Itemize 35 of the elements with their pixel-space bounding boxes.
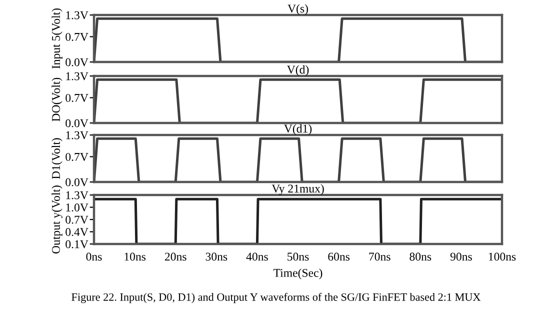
y-tick-label: 0.0V	[66, 58, 88, 66]
y-axis-title: Input 5(Volt)	[52, 8, 62, 69]
y-tick-label: 0.7V	[66, 216, 88, 224]
y-tick-label: 0.7V	[66, 32, 88, 41]
x-tick-label: 0ns	[86, 252, 102, 261]
y-axis-title: Output y(Volt)	[52, 186, 62, 254]
x-tick-label: 30ns	[206, 252, 228, 261]
y-tick-label: 0.7V	[66, 94, 88, 102]
y-axis-title: D1(Volt)	[52, 138, 62, 180]
x-tick-label: 80ns	[410, 252, 432, 261]
x-tick-label: 20ns	[164, 252, 186, 261]
y-tick-label: 0.0V	[66, 178, 88, 186]
chart-title: V(d)	[286, 65, 309, 76]
y-tick-label: 1.3V	[66, 72, 88, 80]
chart-title: V(s)	[288, 4, 308, 15]
x-tick-label: 70ns	[369, 252, 390, 261]
x-axis-title: Time(Sec)	[274, 268, 322, 280]
x-tick-label: 40ns	[246, 252, 268, 261]
y-tick-label: 1.0V	[66, 203, 88, 212]
y-tick-label: 0.0V	[66, 119, 88, 128]
y-tick-label: 1.3V	[66, 11, 88, 20]
y-tick-label: 1.3V	[66, 191, 88, 200]
y-tick-label: 0.4V	[66, 228, 88, 236]
chart-title: Vy 21mux)	[272, 184, 324, 195]
x-tick-label: 60ns	[328, 252, 350, 261]
x-tick-label: 10ns	[124, 252, 146, 261]
y-axis-title: DO(Volt)	[52, 78, 62, 122]
chart-title: V(d1)	[284, 124, 312, 135]
x-tick-label: 50ns	[288, 252, 309, 261]
x-tick-label: 90ns	[450, 252, 472, 261]
y-tick-label: 1.3V	[66, 131, 88, 140]
y-tick-label: 0.7V	[66, 152, 88, 161]
x-tick-label: 100ns	[488, 252, 516, 261]
y-tick-label: 0.1V	[66, 240, 88, 248]
caption: Figure 22. Input(S, D0, D1) and Output Y waveforms of the SG/IG FinFET based 2:1 MUX	[72, 292, 481, 304]
